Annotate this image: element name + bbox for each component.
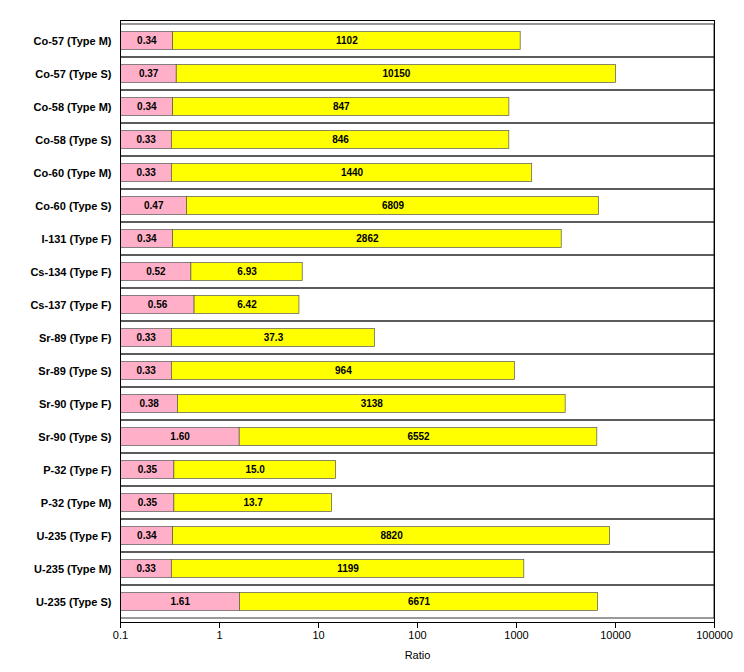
svg-text:846: 846 [332,134,349,145]
svg-text:Sr-90 (Type S): Sr-90 (Type S) [38,431,111,443]
svg-text:13.7: 13.7 [243,497,263,508]
svg-text:Cs-137 (Type F): Cs-137 (Type F) [30,299,111,311]
svg-text:0.34: 0.34 [137,530,157,541]
svg-text:1: 1 [216,629,222,641]
svg-text:1000: 1000 [504,629,528,641]
svg-text:0.33: 0.33 [136,563,156,574]
svg-text:0.35: 0.35 [138,497,158,508]
svg-text:Sr-89 (Type F): Sr-89 (Type F) [39,332,112,344]
svg-text:3138: 3138 [361,398,384,409]
svg-text:Sr-90 (Type F): Sr-90 (Type F) [39,398,112,410]
svg-text:U-235 (Type M): U-235 (Type M) [34,563,112,575]
svg-text:Co-57 (Type M): Co-57 (Type M) [33,35,111,47]
svg-text:1.60: 1.60 [170,431,190,442]
svg-text:10000: 10000 [600,629,631,641]
svg-text:0.38: 0.38 [139,398,159,409]
svg-text:1.61: 1.61 [171,596,191,607]
svg-text:6809: 6809 [382,200,405,211]
svg-text:Ratio: Ratio [405,649,431,661]
svg-text:0.47: 0.47 [144,200,164,211]
svg-text:0.37: 0.37 [139,68,159,79]
svg-text:0.34: 0.34 [137,101,157,112]
svg-text:6552: 6552 [407,431,430,442]
svg-text:0.34: 0.34 [137,35,157,46]
svg-text:37.3: 37.3 [264,332,284,343]
svg-text:964: 964 [335,365,352,376]
svg-text:Co-57 (Type S): Co-57 (Type S) [35,68,112,80]
svg-text:6.93: 6.93 [237,266,257,277]
svg-text:6.42: 6.42 [237,299,257,310]
svg-text:0.33: 0.33 [136,134,156,145]
svg-text:100: 100 [408,629,426,641]
svg-text:P-32 (Type F): P-32 (Type F) [43,464,112,476]
svg-text:Co-60 (Type S): Co-60 (Type S) [35,200,112,212]
svg-text:0.33: 0.33 [136,167,156,178]
svg-text:I-131 (Type F): I-131 (Type F) [41,233,111,245]
svg-text:10: 10 [312,629,324,641]
svg-text:1440: 1440 [341,167,364,178]
svg-text:0.33: 0.33 [136,332,156,343]
svg-text:0.33: 0.33 [136,365,156,376]
svg-text:100000: 100000 [696,629,733,641]
svg-text:0.52: 0.52 [146,266,166,277]
svg-text:U-235 (Type S): U-235 (Type S) [36,596,112,608]
svg-text:Co-58 (Type M): Co-58 (Type M) [33,101,111,113]
svg-text:8820: 8820 [380,530,403,541]
svg-text:Sr-89 (Type S): Sr-89 (Type S) [38,365,111,377]
svg-text:15.0: 15.0 [245,464,265,475]
svg-text:1199: 1199 [337,563,359,574]
svg-text:10150: 10150 [383,68,411,79]
svg-text:2862: 2862 [356,233,379,244]
svg-text:Co-58 (Type S): Co-58 (Type S) [35,134,112,146]
svg-text:U-235 (Type F): U-235 (Type F) [37,530,112,542]
svg-text:0.34: 0.34 [137,233,157,244]
svg-text:0.35: 0.35 [138,464,158,475]
svg-text:0.1: 0.1 [113,629,128,641]
svg-text:Cs-134 (Type F): Cs-134 (Type F) [30,266,111,278]
svg-text:Co-60 (Type M): Co-60 (Type M) [33,167,111,179]
svg-text:0.56: 0.56 [148,299,168,310]
svg-text:847: 847 [333,101,350,112]
svg-text:6671: 6671 [408,596,431,607]
svg-text:P-32 (Type M): P-32 (Type M) [41,497,112,509]
svg-text:1102: 1102 [336,35,358,46]
